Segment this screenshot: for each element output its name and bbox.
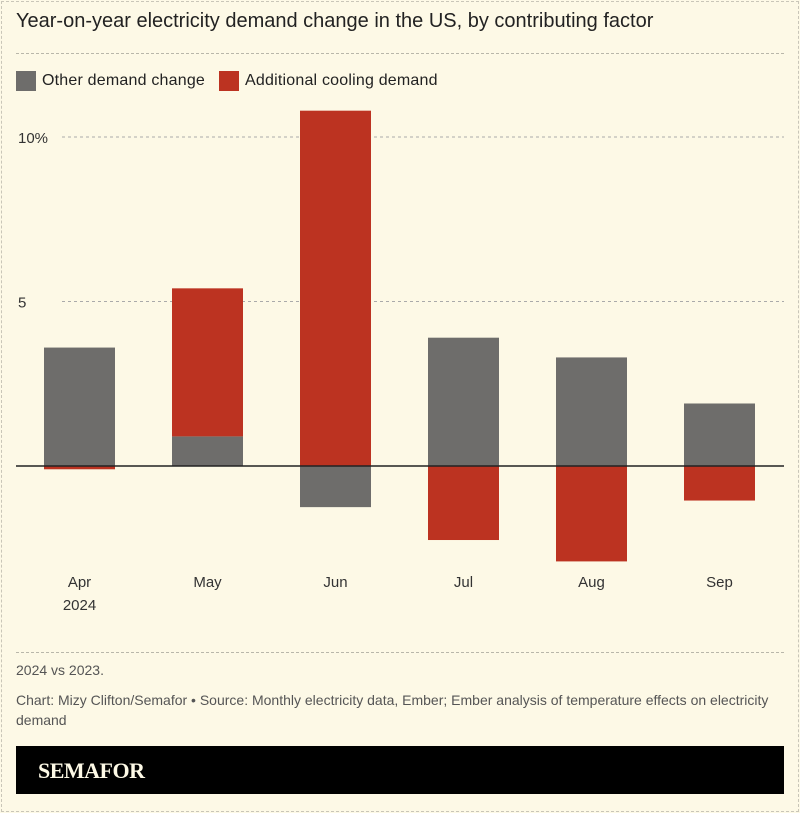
x-tick-label: Aug xyxy=(578,574,605,591)
x-tick-label: Sep xyxy=(706,574,733,591)
chart-title: Year-on-year electricity demand change i… xyxy=(16,10,654,32)
bar-other xyxy=(300,466,371,508)
legend-label: Additional cooling demand xyxy=(245,72,438,89)
bar-cooling xyxy=(172,288,243,437)
divider xyxy=(16,53,784,54)
y-tick-label: 5 xyxy=(18,295,26,312)
bar-other xyxy=(556,357,627,466)
legend-swatch-cooling xyxy=(219,71,240,91)
legend-swatch-other xyxy=(16,71,36,91)
bar-cooling xyxy=(428,466,499,541)
x-tick-label: Jul xyxy=(454,574,473,591)
bar-other xyxy=(428,337,499,466)
bar-other xyxy=(172,436,243,466)
legend: Other demand change Additional cooling d… xyxy=(16,71,452,91)
x-tick-label: Jun xyxy=(323,574,347,591)
bar-cooling xyxy=(44,466,115,470)
semafor-logo: SEMAFOR xyxy=(38,758,145,783)
bar-cooling xyxy=(556,466,627,562)
bar-other xyxy=(44,347,115,466)
y-tick-label: 10% xyxy=(18,130,48,147)
x-tick-label: 2024 xyxy=(63,597,96,614)
legend-item-cooling: Additional cooling demand xyxy=(219,71,438,91)
legend-label: Other demand change xyxy=(42,72,206,89)
credit: Chart: Mizy Clifton/Semafor • Source: Mo… xyxy=(16,692,769,728)
bar-cooling xyxy=(684,466,755,501)
x-tick-label: May xyxy=(193,574,222,591)
legend-item-other: Other demand change xyxy=(16,71,205,91)
bar-other xyxy=(684,403,755,466)
bar-chart: 10% 5 Apr 2024 May Jun Jul Aug Sep xyxy=(16,110,784,614)
x-tick-label: Apr xyxy=(68,574,91,591)
divider xyxy=(16,652,784,653)
note: 2024 vs 2023. xyxy=(16,662,104,678)
bar-cooling xyxy=(300,110,371,467)
brand-bar: SEMAFOR xyxy=(16,746,784,794)
